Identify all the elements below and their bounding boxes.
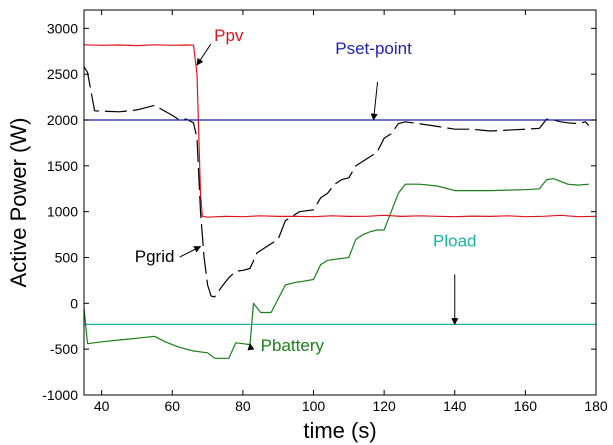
- series-line-ppv: [84, 45, 596, 217]
- annotation-pgrid: Pgrid: [135, 247, 175, 266]
- x-tick-label: 120: [372, 398, 396, 414]
- y-tick-label: 3000: [47, 20, 78, 36]
- annotation-pset-point: Pset-point: [335, 39, 412, 58]
- annotation-pload: Pload: [433, 232, 476, 251]
- x-axis-title: time (s): [303, 418, 376, 443]
- y-tick-label: 2000: [47, 112, 78, 128]
- x-tick-label: 180: [584, 398, 608, 414]
- y-tick-label: 500: [55, 250, 79, 266]
- annotation-ppv: Ppv: [214, 26, 244, 45]
- y-tick-label: -1000: [42, 387, 78, 403]
- x-tick-label: 100: [302, 398, 326, 414]
- y-tick-label: 2500: [47, 66, 78, 82]
- series-line-pbattery: [84, 179, 589, 359]
- y-tick-label: 1500: [47, 158, 78, 174]
- annotation-arrow: [180, 247, 201, 258]
- annotation-pbattery: Pbattery: [261, 336, 325, 355]
- y-axis-title: Active Power (W): [6, 118, 31, 288]
- y-tick-label: -500: [50, 341, 78, 357]
- y-tick-label: 1000: [47, 204, 78, 220]
- plot-area: [84, 45, 596, 359]
- x-tick-label: 40: [94, 398, 110, 414]
- x-tick-label: 80: [235, 398, 251, 414]
- annotation-arrow: [374, 82, 378, 120]
- x-tick-label: 140: [443, 398, 467, 414]
- plot-frame: [84, 10, 596, 395]
- x-tick-label: 60: [164, 398, 180, 414]
- y-tick-label: 0: [70, 295, 78, 311]
- annotation-arrow: [197, 44, 211, 65]
- axes: 40 60 80 100 120 140 160 180 -1000 -500 0 500 1000 15…: [42, 10, 608, 414]
- x-tick-label: 160: [514, 398, 538, 414]
